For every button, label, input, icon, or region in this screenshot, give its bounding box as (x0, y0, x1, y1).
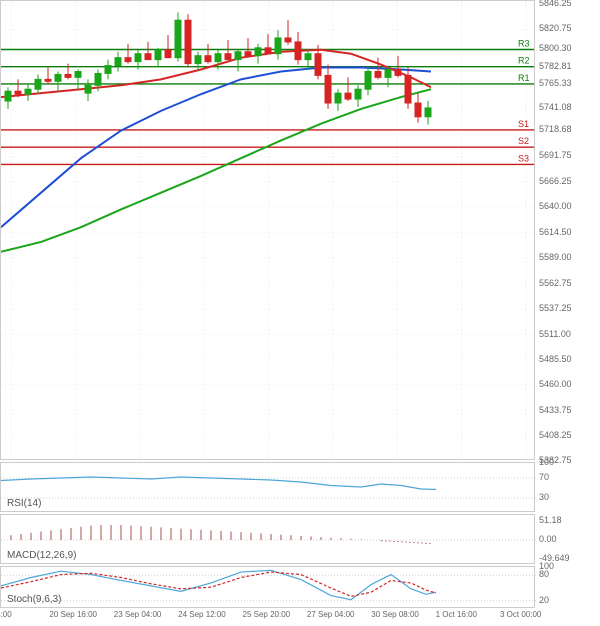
yaxis-label: 5485.50 (539, 354, 572, 364)
macd-svg (1, 515, 536, 565)
xaxis-label: p 16:00 (0, 610, 12, 619)
yaxis-label: 5537.25 (539, 303, 572, 313)
stoch-svg (1, 567, 536, 609)
time-xaxis: p 16:00 20 Sep 16:00 23 Sep 04:00 24 Sep 12… (0, 608, 535, 626)
yaxis-label: 70 (539, 472, 549, 482)
yaxis-label: 20 (539, 595, 549, 605)
rsi-panel[interactable]: RSI(14) (0, 462, 535, 512)
yaxis-label: 5562.75 (539, 278, 572, 288)
yaxis-label: 5765.33 (539, 78, 572, 88)
yaxis-label: 5741.08 (539, 102, 572, 112)
yaxis-label: 5846.25 (539, 0, 572, 8)
svg-text:R1: R1 (518, 73, 530, 83)
yaxis-label: 51.18 (539, 515, 562, 525)
svg-text:R3: R3 (518, 38, 530, 48)
xaxis-label: 27 Sep 04:00 (307, 610, 355, 619)
svg-text:S3: S3 (518, 153, 529, 163)
yaxis-label: 100 (539, 457, 554, 467)
macd-yaxis: -49.6490.0051.18 (537, 514, 600, 564)
yaxis-label: 100 (539, 561, 554, 571)
yaxis-label: 5718.68 (539, 124, 572, 134)
price-yaxis: 5382.755408.255433.755460.005485.505511.… (537, 0, 600, 460)
stoch-label: Stoch(9,6,3) (7, 594, 61, 605)
yaxis-label: 5433.75 (539, 405, 572, 415)
macd-label: MACD(12,26,9) (7, 550, 76, 561)
yaxis-label: 5511.00 (539, 329, 571, 339)
yaxis-label: 5614.50 (539, 227, 572, 237)
yaxis-label: 5460.00 (539, 379, 572, 389)
yaxis-label: 0.00 (539, 534, 557, 544)
yaxis-label: 5800.30 (539, 43, 572, 53)
stoch-yaxis: 2080100 (537, 566, 600, 608)
xaxis-label: 25 Sep 20:00 (243, 610, 291, 619)
macd-panel[interactable]: MACD(12,26,9) (0, 514, 535, 564)
yaxis-label: 5691.75 (539, 150, 572, 160)
rsi-yaxis: 3070100 (537, 462, 600, 512)
yaxis-label: 5589.00 (539, 252, 572, 262)
svg-text:S2: S2 (518, 136, 529, 146)
yaxis-label: 30 (539, 492, 549, 502)
xaxis-label: 20 Sep 16:00 (49, 610, 97, 619)
price-panel[interactable]: R3 R2 R1 S1 S2 S3 (0, 0, 535, 460)
xaxis-label: 23 Sep 04:00 (114, 610, 162, 619)
yaxis-label: 5408.25 (539, 430, 572, 440)
yaxis-label: 5666.25 (539, 176, 572, 186)
svg-text:S1: S1 (518, 119, 529, 129)
svg-text:R2: R2 (518, 56, 530, 66)
rsi-svg (1, 463, 536, 513)
xaxis-label: 1 Oct 16:00 (436, 610, 477, 619)
yaxis-label: 5640.00 (539, 201, 572, 211)
rsi-label: RSI(14) (7, 498, 41, 509)
price-svg: R3 R2 R1 S1 S2 S3 (1, 1, 535, 460)
trading-chart: R3R2R1S1S2S3 5382.755408.255433.755460.0… (0, 0, 600, 626)
yaxis-label: 5820.75 (539, 23, 572, 33)
xaxis-label: 24 Sep 12:00 (178, 610, 226, 619)
xaxis-label: 3 Oct 00:00 (500, 610, 541, 619)
xaxis-label: 30 Sep 08:00 (371, 610, 419, 619)
yaxis-label: 5782.81 (539, 61, 572, 71)
stoch-panel[interactable]: Stoch(9,6,3) (0, 566, 535, 608)
